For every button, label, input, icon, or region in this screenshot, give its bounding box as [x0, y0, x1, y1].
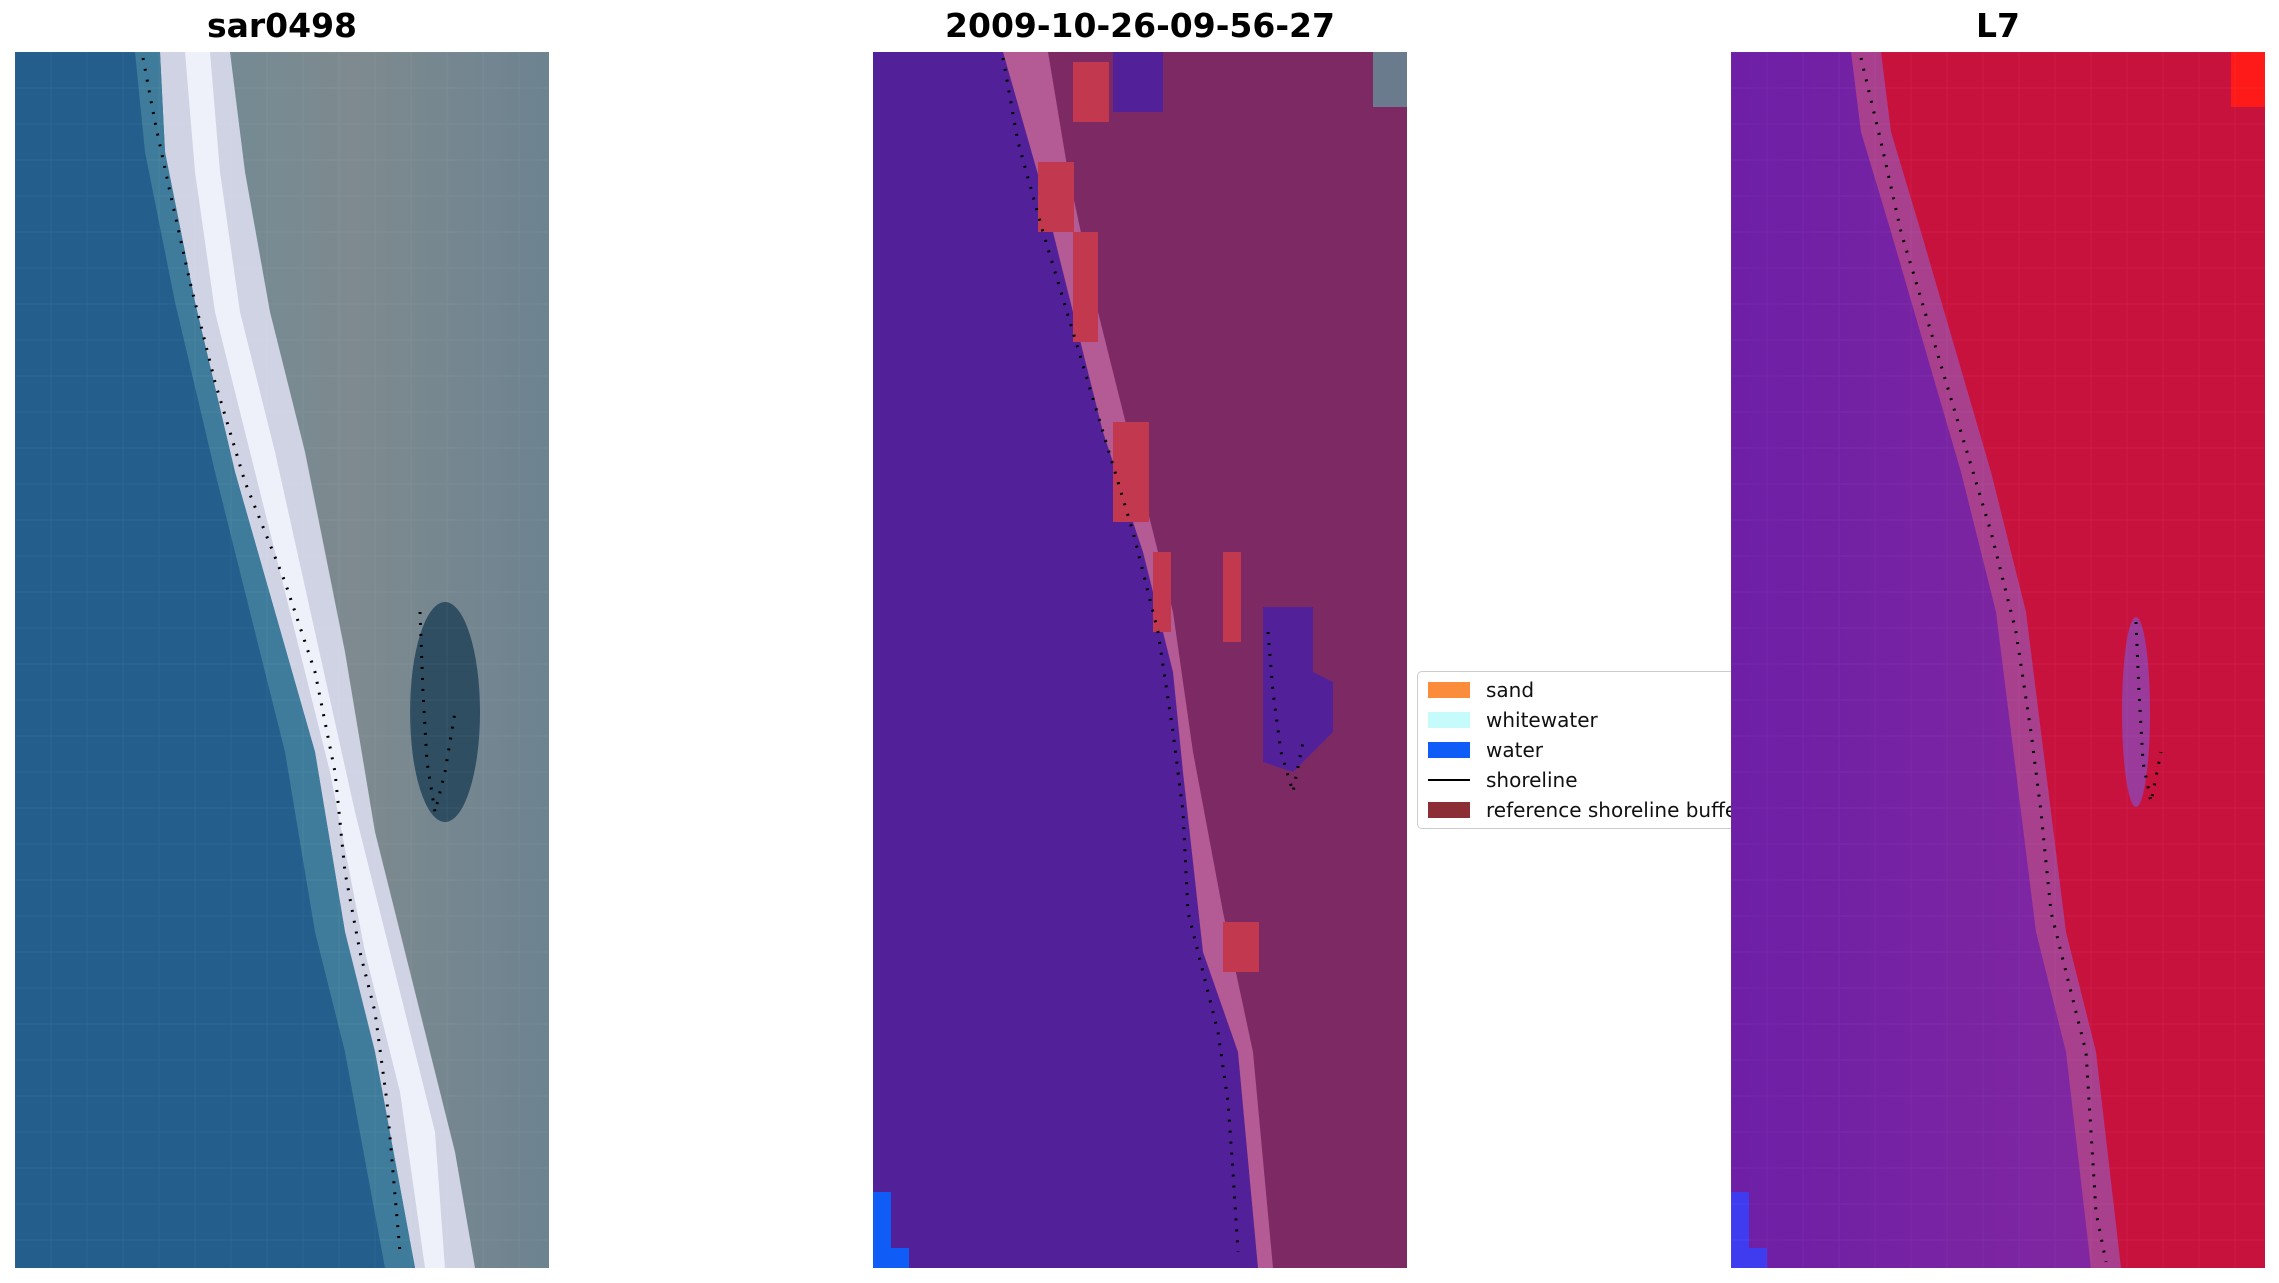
legend-item-shoreline: shoreline: [1428, 767, 1578, 793]
legend-label: reference shoreline buffer: [1486, 798, 1737, 822]
index-image-panel: [1731, 52, 2265, 1268]
legend-label: sand: [1486, 678, 1535, 702]
panel-title-classified: 2009-10-26-09-56-27: [945, 6, 1335, 45]
classified-image-panel: [873, 52, 1407, 1268]
legend-swatch: [1428, 712, 1470, 728]
legend-item-whitewater: whitewater: [1428, 707, 1598, 733]
panel-title-rgb: sar0498: [206, 6, 358, 45]
legend-item-sand: sand: [1428, 677, 1534, 703]
legend-label: whitewater: [1486, 708, 1598, 732]
legend-swatch: [1428, 742, 1470, 758]
rgb-image-panel: [15, 52, 549, 1268]
legend-label: shoreline: [1486, 768, 1578, 792]
rgb-image: [15, 52, 549, 1268]
legend-label: water: [1486, 738, 1543, 762]
index-image: [1731, 52, 2265, 1268]
legend-swatch: [1428, 802, 1470, 818]
legend-line-swatch: [1428, 779, 1470, 781]
classified-image: [873, 52, 1407, 1268]
legend-swatch: [1428, 682, 1470, 698]
legend-item-reference-buffer: reference shoreline buffer: [1428, 797, 1737, 823]
panel-title-index: L7: [1976, 6, 2020, 45]
legend: sand whitewater water shoreline referenc…: [1417, 671, 1737, 829]
legend-item-water: water: [1428, 737, 1543, 763]
